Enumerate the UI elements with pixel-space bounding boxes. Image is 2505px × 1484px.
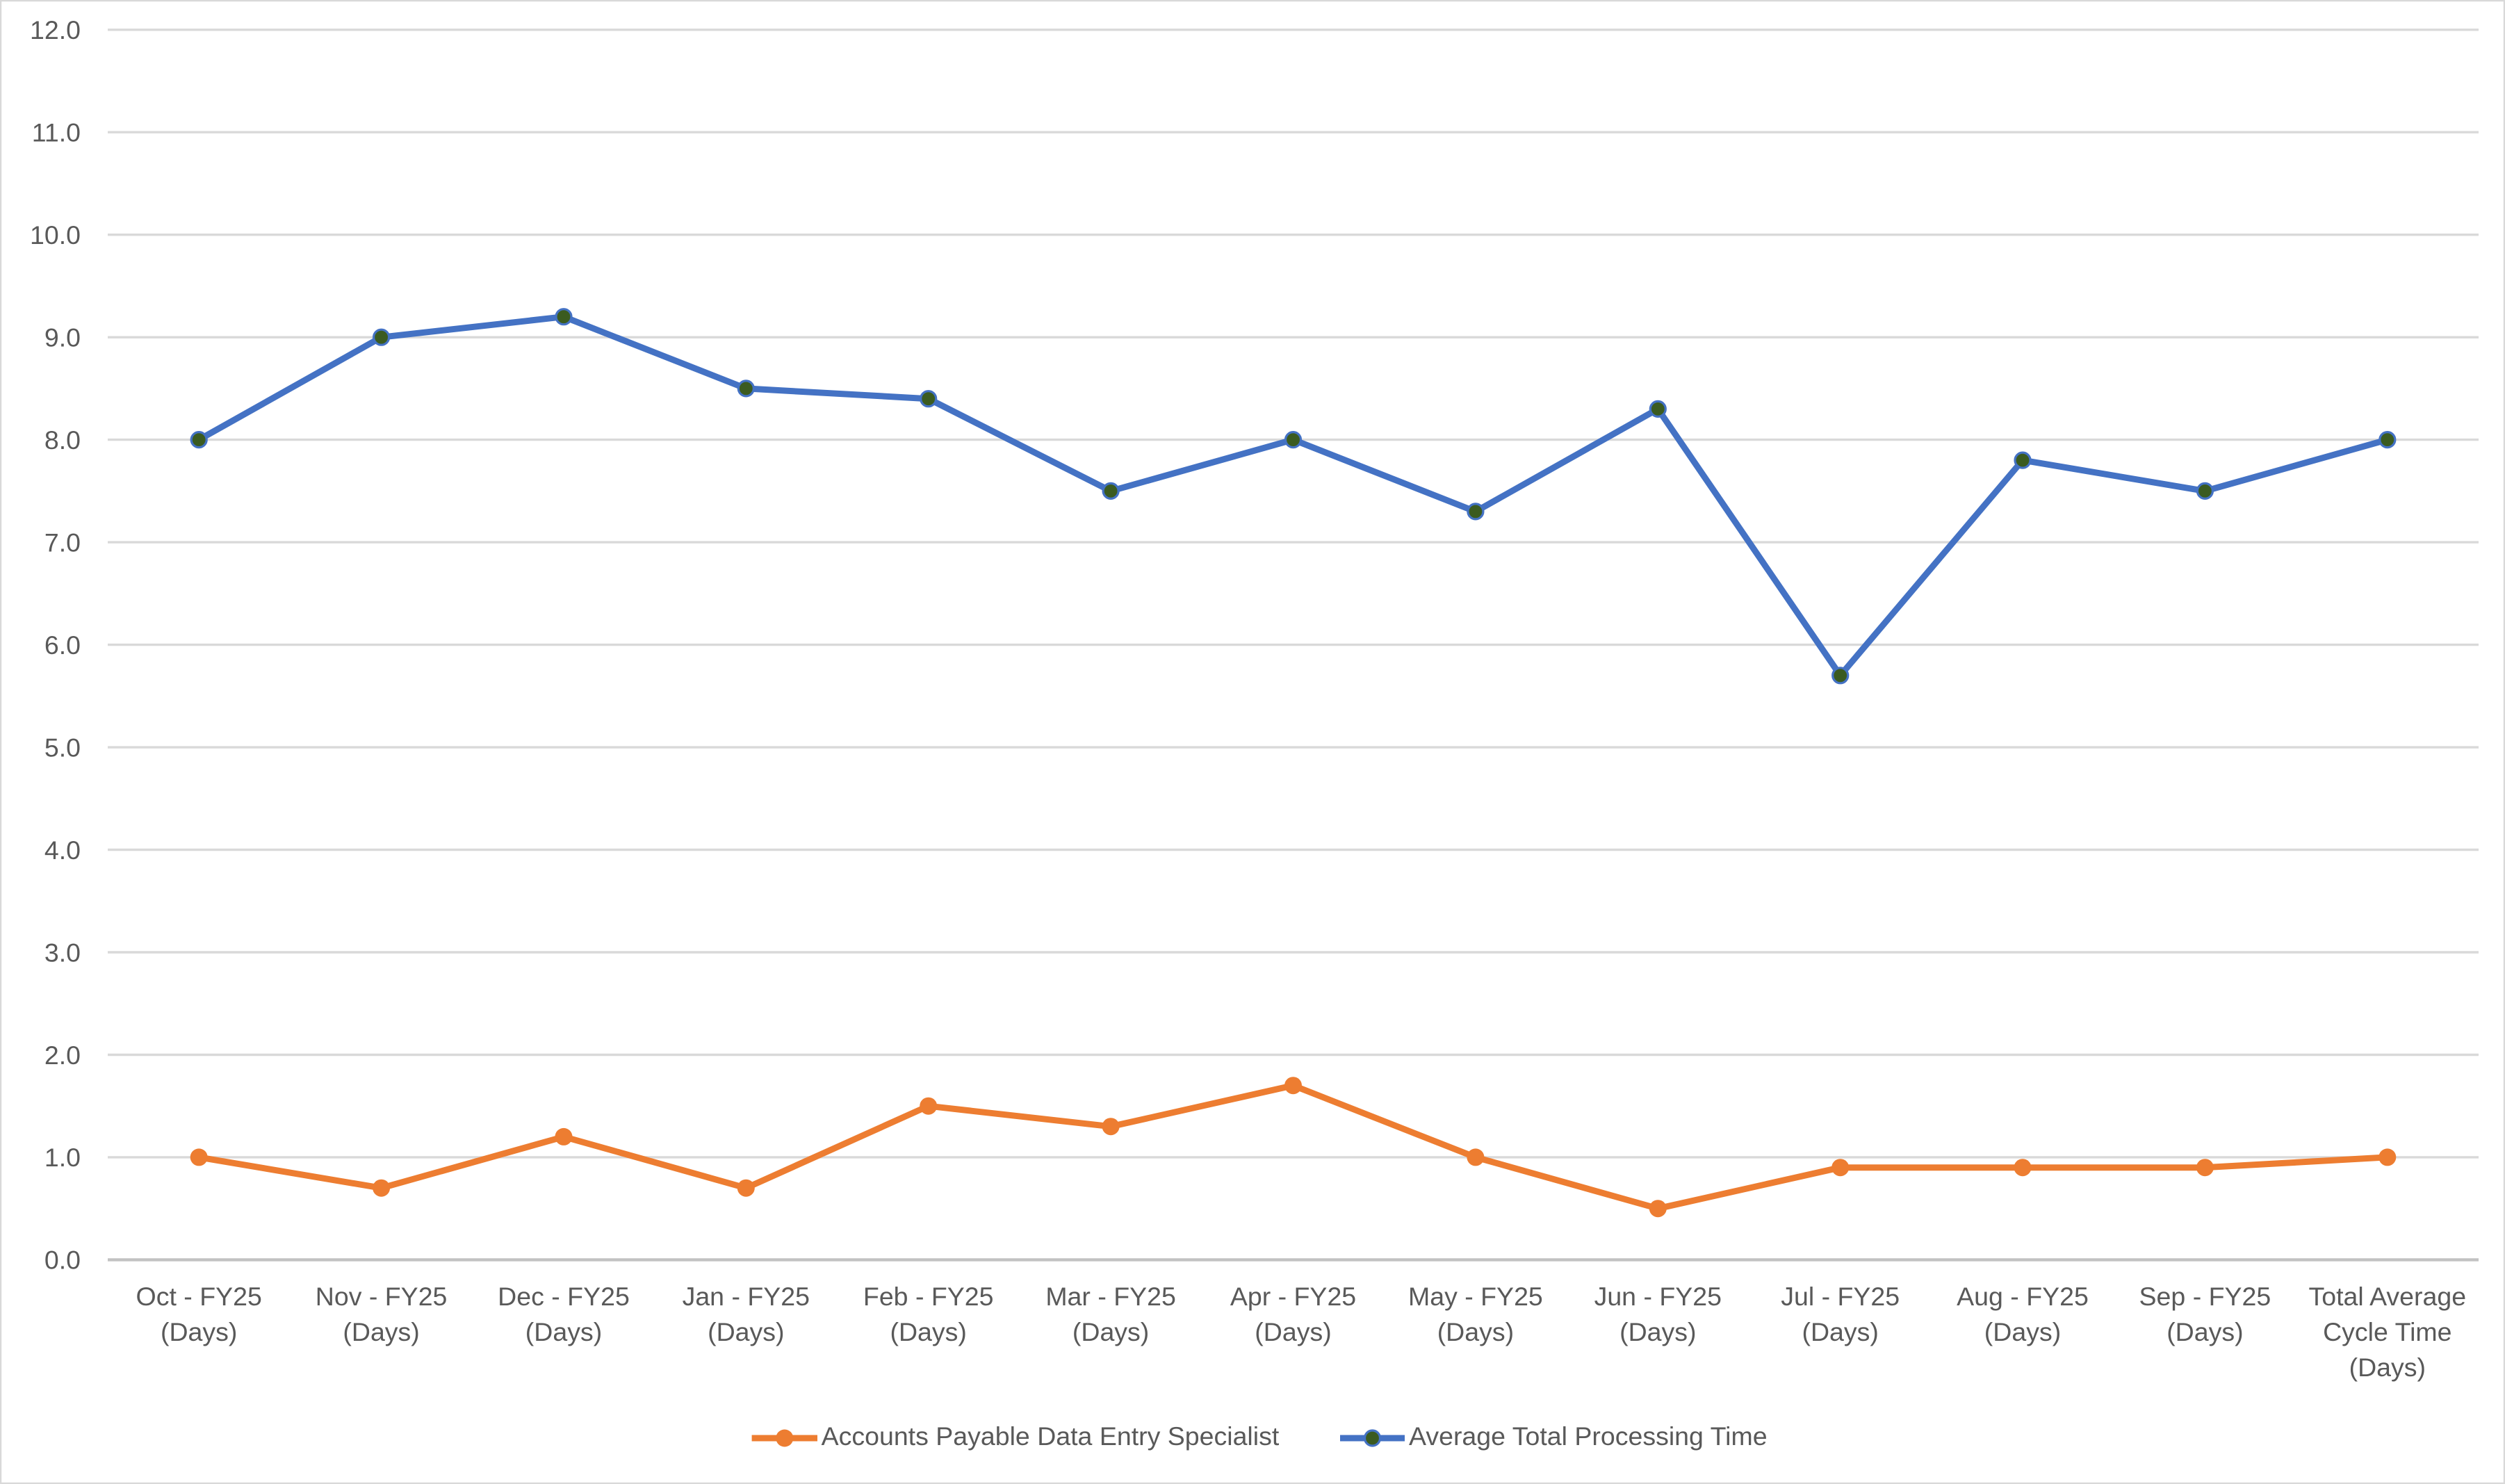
svg-text:(Days): (Days) [1619, 1317, 1696, 1346]
svg-text:(Days): (Days) [161, 1317, 237, 1346]
svg-text:(Days): (Days) [343, 1317, 419, 1346]
svg-text:3.0: 3.0 [44, 938, 81, 967]
svg-text:9.0: 9.0 [44, 323, 81, 352]
svg-text:(Days): (Days) [1802, 1317, 1878, 1346]
svg-text:Average Total Processing Time: Average Total Processing Time [1409, 1421, 1768, 1451]
svg-text:Accounts Payable Data Entry Sp: Accounts Payable Data Entry Specialist [822, 1421, 1280, 1451]
svg-text:1.0: 1.0 [44, 1143, 81, 1172]
svg-text:10.0: 10.0 [30, 220, 81, 250]
svg-text:Mar - FY25: Mar - FY25 [1045, 1282, 1176, 1311]
svg-text:6.0: 6.0 [44, 630, 81, 660]
svg-text:Sep - FY25: Sep - FY25 [2139, 1282, 2271, 1311]
svg-text:5.0: 5.0 [44, 733, 81, 762]
svg-text:(Days): (Days) [708, 1317, 784, 1346]
svg-text:(Days): (Days) [1984, 1317, 2061, 1346]
svg-text:Total Average: Total Average [2309, 1282, 2467, 1311]
svg-text:4.0: 4.0 [44, 835, 81, 865]
svg-text:0.0: 0.0 [44, 1246, 81, 1275]
svg-text:11.0: 11.0 [32, 118, 81, 147]
svg-text:(Days): (Days) [890, 1317, 966, 1346]
svg-text:Jul - FY25: Jul - FY25 [1781, 1282, 1900, 1311]
svg-text:Jan - FY25: Jan - FY25 [683, 1282, 810, 1311]
svg-text:(Days): (Days) [525, 1317, 602, 1346]
svg-text:Nov - FY25: Nov - FY25 [316, 1282, 448, 1311]
svg-text:Jun - FY25: Jun - FY25 [1594, 1282, 1722, 1311]
svg-text:12.0: 12.0 [30, 15, 81, 44]
svg-text:(Days): (Days) [2349, 1353, 2426, 1382]
svg-text:2.0: 2.0 [44, 1041, 81, 1070]
svg-text:May - FY25: May - FY25 [1408, 1282, 1543, 1311]
svg-text:Feb - FY25: Feb - FY25 [863, 1282, 994, 1311]
svg-text:Dec - FY25: Dec - FY25 [498, 1282, 630, 1311]
svg-text:(Days): (Days) [2167, 1317, 2243, 1346]
svg-text:Aug - FY25: Aug - FY25 [1957, 1282, 2089, 1311]
svg-text:8.0: 8.0 [44, 425, 81, 455]
svg-text:Cycle Time: Cycle Time [2323, 1317, 2451, 1346]
svg-text:Apr - FY25: Apr - FY25 [1230, 1282, 1356, 1311]
svg-text:(Days): (Days) [1072, 1317, 1149, 1346]
svg-text:(Days): (Days) [1255, 1317, 1331, 1346]
svg-text:7.0: 7.0 [44, 528, 81, 557]
svg-text:Oct - FY25: Oct - FY25 [136, 1282, 262, 1311]
svg-text:(Days): (Days) [1437, 1317, 1514, 1346]
